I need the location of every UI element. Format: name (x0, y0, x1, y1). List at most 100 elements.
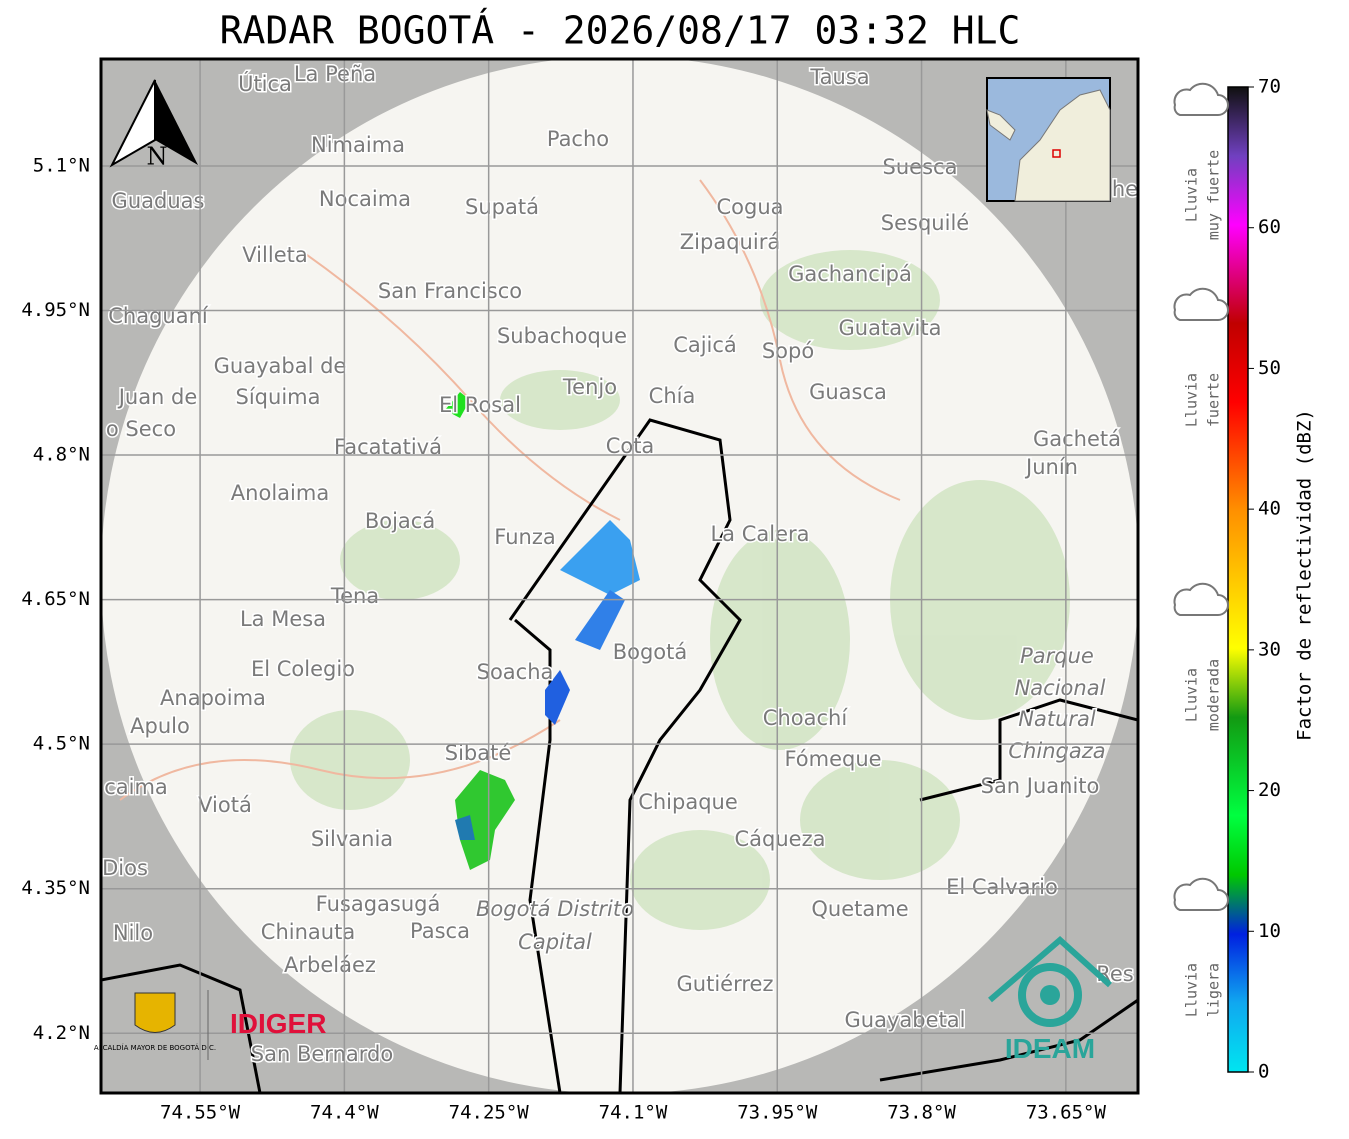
place-label: Zipaquirá (680, 230, 780, 254)
place-label: Guatavita (839, 316, 942, 340)
place-label: Cogua (716, 195, 783, 219)
legend-label: Lluvia (1183, 373, 1201, 427)
weather-icon (1173, 82, 1229, 116)
x-tick-label: 74.1°W (599, 1102, 668, 1124)
place-label: caima (104, 775, 168, 799)
colorbar-tick-label: 10 (1258, 920, 1281, 942)
place-label: Pacho (547, 127, 609, 151)
x-tick-label: 73.65°W (1026, 1102, 1107, 1124)
place-label: Pasca (410, 919, 470, 943)
place-label: o Seco (106, 417, 176, 441)
colorbar-tick-label: 70 (1258, 76, 1281, 98)
y-tick-label: 4.8°N (33, 444, 90, 466)
place-label: Nimaima (311, 133, 405, 157)
place-label: Silvania (311, 827, 393, 851)
place-label: La Peña (294, 62, 376, 86)
legend-label: fuerte (1205, 373, 1223, 427)
north-label: N (147, 143, 168, 171)
place-label: Gutiérrez (677, 972, 774, 996)
place-label: Chipaque (638, 790, 738, 814)
x-tick-label: 73.95°W (737, 1102, 818, 1124)
place-label: El Colegio (251, 657, 355, 681)
place-label: Cáqueza (735, 827, 826, 851)
y-tick-label: 4.2°N (33, 1022, 90, 1044)
place-label: El Rosal (439, 393, 521, 417)
place-label: Apulo (130, 714, 190, 738)
place-label: Sesquilé (881, 211, 969, 235)
place-label: Guaduas (112, 189, 205, 213)
place-label: La Mesa (240, 607, 326, 631)
inset-map (986, 77, 1111, 202)
place-label: Juan de (117, 385, 198, 409)
y-tick-label: 4.5°N (33, 733, 90, 755)
colorbar-tick-label: 30 (1258, 638, 1281, 660)
y-tick-label: 4.35°N (21, 877, 90, 899)
place-label: Bojacá (365, 509, 435, 533)
place-label: Guayabetal (845, 1008, 966, 1032)
place-label: Viotá (198, 793, 252, 817)
radar-echoes (445, 392, 640, 870)
place-label: San Juanito (981, 774, 1100, 798)
weather-icon (1173, 287, 1229, 321)
place-label: Útica (238, 71, 292, 96)
y-tick-label: 4.65°N (21, 588, 90, 610)
place-label: Suesca (883, 155, 958, 179)
map: Útica La Peña Tausa Pacho Nimaima Guaduas Noca… (101, 59, 1138, 1093)
place-label: Fusagasugá (316, 892, 441, 916)
place-label: Gachancipá (788, 262, 912, 286)
title: RADAR BOGOTÁ - 2026/08/17 03:32 HLC (220, 9, 1021, 53)
place-label: Chía (649, 384, 696, 408)
colorbar-tick-label: 0 (1258, 1061, 1269, 1083)
place-label: Junín (1024, 455, 1078, 479)
place-label: Capital (518, 930, 592, 954)
place-label: Choachí (763, 706, 849, 730)
place-label: Bogotá Distrito (476, 897, 634, 921)
x-tick-label: 74.55°W (160, 1102, 241, 1124)
place-label: Guayabal de (214, 354, 347, 378)
place-label: Natural (1018, 707, 1096, 731)
weather-icon (1173, 877, 1229, 911)
x-tick-label: 74.4°W (310, 1102, 379, 1124)
legend-label: Lluvia (1183, 168, 1201, 222)
place-label: Quetame (811, 897, 908, 921)
place-label: Guasca (809, 380, 887, 404)
place-label: Gachetá (1033, 427, 1121, 451)
place-label: Dios (102, 856, 148, 880)
legend-label: moderada (1205, 659, 1223, 731)
place-label: Chingaza (1008, 739, 1105, 763)
place-label: La Calera (710, 522, 809, 546)
colorbar-label: Factor de reflectividad (dBZ) (1294, 409, 1316, 741)
place-label: El Calvario (946, 875, 1058, 899)
place-label: Arbeláez (284, 953, 376, 977)
map-frame (99, 57, 1140, 1095)
logo-idiger: IDIGER (230, 1008, 326, 1039)
y-tick-label: 5.1°N (33, 154, 90, 176)
place-label: he (1112, 177, 1138, 201)
legend-label: Lluvia (1183, 963, 1201, 1017)
place-label: Tenjo (562, 375, 617, 399)
place-label: Síquima (236, 385, 321, 409)
place-label: Chinauta (261, 920, 355, 944)
weather-icon (1173, 582, 1229, 616)
place-label: San Francisco (378, 279, 522, 303)
colorbar-tick-label: 40 (1258, 498, 1281, 520)
colorbar-tick-label: 60 (1258, 216, 1281, 238)
place-label: Tena (330, 584, 379, 608)
colorbar-tick-label: 20 (1258, 779, 1281, 801)
place-label: Nilo (113, 921, 153, 945)
place-label: Funza (494, 525, 555, 549)
place-label: Nacional (1015, 676, 1106, 700)
place-label: Chaguaní (108, 304, 209, 328)
place-label: Nocaima (319, 187, 411, 211)
place-label: Fómeque (784, 747, 881, 771)
place-label: Villeta (242, 243, 307, 267)
logo-caption: ALCALDÍA MAYOR DE BOGOTÁ D.C. (94, 1043, 216, 1052)
place-label: Parque (1020, 644, 1094, 668)
colorbar (1227, 86, 1249, 1073)
place-label: Anolaima (231, 481, 329, 505)
legend-label: muy fuerte (1205, 150, 1223, 240)
x-tick-label: 73.8°W (887, 1102, 956, 1124)
place-label: Res (1096, 962, 1134, 986)
y-tick-label: 4.95°N (21, 299, 90, 321)
